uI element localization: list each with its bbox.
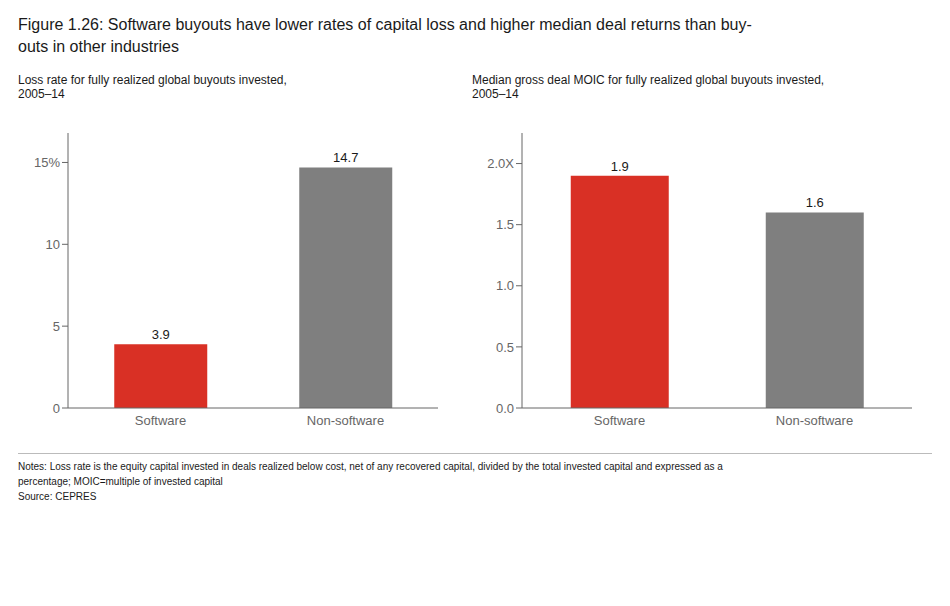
svg-text:3.9: 3.9: [152, 327, 170, 342]
html-text:Notes: Loss rate is the equity: Notes: Loss rate is the equity capital i…: [18, 461, 723, 473]
svg-text:0.5: 0.5: [496, 340, 514, 355]
svg-text:Non-software: Non-software: [776, 413, 853, 428]
svg-text:14.7: 14.7: [333, 151, 358, 166]
html-text:Median gross deal MOIC for ful: Median gross deal MOIC for fully realize…: [472, 73, 825, 102]
svg-text:0.0: 0.0: [496, 401, 514, 416]
html-text:Figure 1.26: Software buyouts: Figure 1.26: Software buyouts have lower…: [18, 16, 752, 55]
svg-text:15%: 15%: [34, 155, 60, 170]
svg-text:Non-software: Non-software: [307, 413, 384, 428]
svg-text:0: 0: [53, 401, 60, 416]
svg-text:Software: Software: [135, 413, 186, 428]
html-text:Source: CEPRES: Source: CEPRES: [18, 491, 97, 503]
svg-text:1.9: 1.9: [611, 159, 629, 174]
html-text:Loss rate for fully realized g: Loss rate for fully realized global buyo…: [18, 73, 287, 102]
svg-text:1.5: 1.5: [496, 217, 514, 232]
html-text:percentage; MOIC=multiple of i: percentage; MOIC=multiple of invested ca…: [18, 476, 223, 488]
svg-text:Software: Software: [594, 413, 645, 428]
svg-text:1.0: 1.0: [496, 279, 514, 294]
svg-text:10: 10: [46, 237, 60, 252]
svg-text:2.0X: 2.0X: [487, 156, 514, 171]
svg-text:5: 5: [53, 319, 60, 334]
svg-text:1.6: 1.6: [806, 196, 824, 211]
